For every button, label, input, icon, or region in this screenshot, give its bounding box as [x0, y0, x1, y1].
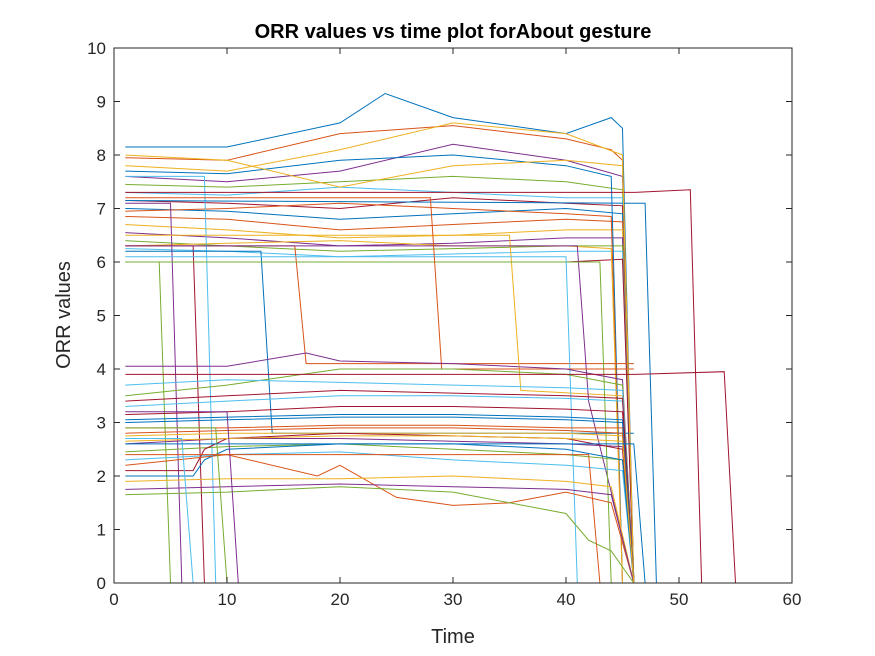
- y-tick-label-5: 5: [97, 307, 106, 326]
- series-line-32: [125, 352, 635, 584]
- series-line-33: [125, 368, 635, 584]
- x-tick-label-3: 30: [444, 590, 463, 609]
- y-tick-label-7: 7: [97, 200, 106, 219]
- y-tick-label-6: 6: [97, 253, 106, 272]
- series-line-37: [125, 424, 635, 584]
- series-line-9: [125, 216, 635, 584]
- x-tick-label-6: 60: [783, 590, 802, 609]
- series-line-49: [125, 389, 635, 584]
- x-tick-label-2: 20: [331, 590, 350, 609]
- series-line-1: [125, 92, 635, 584]
- series-line-2: [125, 125, 635, 584]
- series-line-16: [125, 202, 623, 584]
- series-line-45: [125, 475, 635, 584]
- series-line-15: [125, 154, 623, 584]
- series-line-47: [125, 486, 635, 584]
- series-line-31: [125, 154, 635, 584]
- series-line-8: [125, 207, 635, 584]
- series-line-51: [125, 427, 635, 584]
- y-tick-label-9: 9: [97, 93, 106, 112]
- series-line-56: [125, 371, 736, 584]
- series-line-48: [125, 379, 635, 584]
- x-axis-label: Time: [431, 626, 475, 648]
- y-tick-label-3: 3: [97, 414, 106, 433]
- x-tick-label-1: 10: [218, 590, 237, 609]
- chart-title: ORR values vs time plot forAbout gesture: [255, 21, 652, 43]
- y-axis-label: ORR values: [53, 261, 75, 369]
- y-tick-label-0: 0: [97, 574, 106, 593]
- x-tick-label-5: 50: [670, 590, 689, 609]
- series-line-58: [125, 454, 601, 584]
- series-line-7: [125, 197, 635, 584]
- y-tick-label-8: 8: [97, 146, 106, 165]
- series-line-52: [125, 435, 635, 584]
- y-tick-label-1: 1: [97, 521, 106, 540]
- series-line-57: [125, 443, 646, 584]
- y-tick-label-2: 2: [97, 467, 106, 486]
- series-line-29: [125, 200, 657, 584]
- series-line-42: [125, 432, 635, 584]
- series-line-44: [125, 454, 635, 584]
- series-line-46: [125, 483, 635, 584]
- x-tick-label-4: 40: [557, 590, 576, 609]
- y-tick-label-10: 10: [87, 39, 106, 58]
- series-line-3: [125, 122, 635, 584]
- x-tick-label-0: 0: [109, 590, 118, 609]
- series-line-30: [125, 197, 634, 370]
- series-line-27: [125, 256, 578, 584]
- y-tick-label-4: 4: [97, 360, 106, 379]
- series-line-11: [125, 232, 635, 584]
- tick-layer: 0 10 20 30 40 50 60 0 1 2 3 4 5 6 7 8 9 10: [87, 39, 801, 609]
- series-line-5: [125, 175, 635, 584]
- plot-area: [114, 48, 792, 583]
- series-line-25: [125, 245, 635, 584]
